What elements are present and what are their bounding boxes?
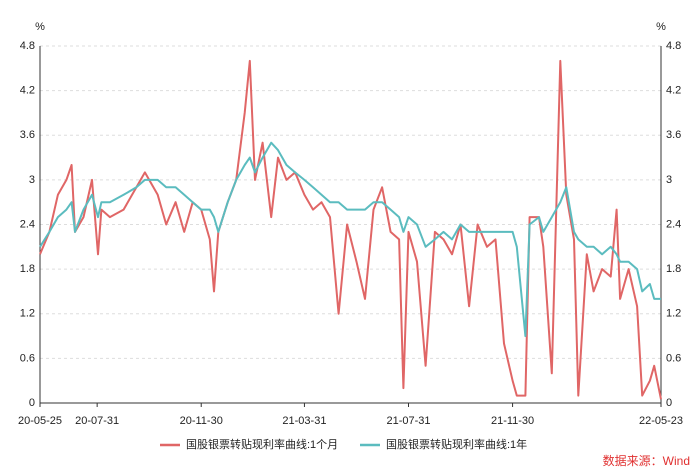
- x-tick-label: 22-05-23: [639, 415, 683, 427]
- y2-axis-label: %: [656, 21, 666, 33]
- y2-tick-label: 2.4: [666, 218, 681, 230]
- y-tick-label: 0.6: [20, 352, 35, 364]
- y2-tick-label: 3: [666, 174, 672, 186]
- series-line: [39, 141, 661, 338]
- y-tick-label: 4.2: [20, 85, 35, 97]
- x-tick-label: 21-11-30: [491, 415, 534, 427]
- y-tick-label: 2.4: [20, 218, 35, 230]
- x-tick-label: 20-05-25: [18, 415, 62, 427]
- y-tick-label: 4.8: [20, 40, 35, 52]
- y-axis-label: %: [35, 21, 45, 33]
- y2-tick-label: 1.2: [666, 308, 681, 320]
- y-tick-label: 3: [29, 174, 35, 186]
- x-tick-label: 20-11-30: [180, 415, 223, 427]
- y2-tick-label: 0.6: [666, 352, 681, 364]
- y-tick-label: 3.6: [20, 129, 35, 141]
- y2-tick-label: 3.6: [666, 129, 681, 141]
- series-line: [39, 59, 662, 400]
- source: 数据来源：Wind: [603, 453, 690, 468]
- y2-tick-label: 0: [666, 397, 672, 409]
- legend-label: 国股银票转贴现利率曲线:1年: [386, 437, 527, 451]
- x-tick-label: 21-03-31: [282, 415, 326, 427]
- legend-label: 国股银票转贴现利率曲线:1个月: [186, 437, 338, 451]
- y2-tick-label: 1.8: [666, 263, 681, 275]
- y-tick-label: 0: [29, 397, 35, 409]
- y2-tick-label: 4.8: [666, 40, 681, 52]
- x-tick-label: 21-07-31: [386, 415, 430, 427]
- x-tick-label: 20-07-31: [75, 415, 119, 427]
- y-tick-label: 1.2: [20, 308, 35, 320]
- y-tick-label: 1.8: [20, 263, 35, 275]
- y2-tick-label: 4.2: [666, 85, 681, 97]
